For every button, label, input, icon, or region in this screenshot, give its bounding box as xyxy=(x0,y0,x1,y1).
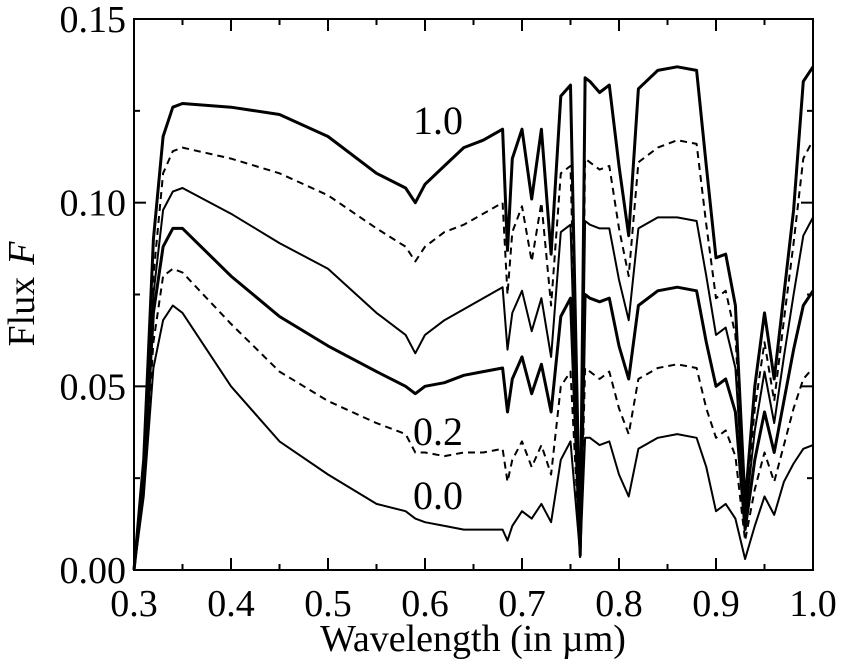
series-line-0-2 xyxy=(133,267,814,571)
y-tick-label: 0.05 xyxy=(60,366,127,408)
series-line-0-0 xyxy=(133,304,814,571)
y-tick-label: 0.15 xyxy=(60,0,127,41)
svg-text:FluxF: Flux F xyxy=(1,241,43,347)
x-axis-title: Wavelength (in µm) xyxy=(320,618,626,660)
x-tick-label: 0.8 xyxy=(595,583,643,625)
axis-ticks: 0.3 0.4 0.5 0.6 0.7 0.8 0.9 1.0 0.00 0.05 0.10 0.15 xyxy=(60,0,837,625)
x-tick-label: 0.5 xyxy=(304,583,352,625)
series-line-0-6 xyxy=(133,187,814,571)
x-tick-label: 0.4 xyxy=(207,583,255,625)
curve-label-0-0: 0.0 xyxy=(413,473,463,518)
curve-label-0-2: 0.2 xyxy=(413,409,463,454)
curve-label-1-0: 1.0 xyxy=(413,98,463,143)
y-tick-label: 0.00 xyxy=(60,550,127,592)
x-tick-label: 0.3 xyxy=(110,583,158,625)
series-line-0-4 xyxy=(132,226,815,571)
x-tick-label: 1.0 xyxy=(789,583,837,625)
series-line-0-8 xyxy=(133,139,814,571)
y-axis-symbol: F xyxy=(1,241,43,266)
x-tick-label: 0.7 xyxy=(498,583,546,625)
y-axis-label: Flux xyxy=(1,277,43,347)
series-line-1-0 xyxy=(132,65,815,571)
spectral-curves xyxy=(132,65,815,571)
x-tick-label: 0.6 xyxy=(401,583,449,625)
y-axis-title: Flux F xyxy=(1,241,43,347)
y-tick-label: 0.10 xyxy=(60,183,127,225)
x-tick-label: 0.9 xyxy=(692,583,740,625)
